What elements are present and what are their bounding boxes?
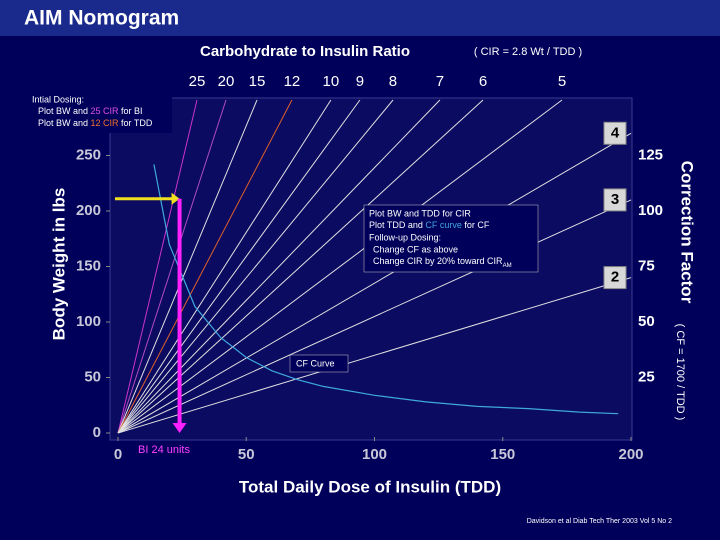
ratio-label: 9 [356, 73, 364, 90]
notes-box [363, 204, 539, 273]
x-tick-label: 0 [114, 446, 122, 463]
notes-line: Follow-up Dosing: [369, 232, 441, 242]
x-tick-label: 100 [362, 446, 387, 463]
arrow-head [172, 423, 187, 433]
series-line [117, 99, 258, 434]
initial-dosing-line: Plot BW and 12 CIR for TDD [38, 118, 153, 128]
series-line [117, 99, 441, 434]
text: for BI [119, 106, 143, 116]
series-line [117, 277, 632, 434]
series-line [117, 99, 394, 434]
text: 25 CIR [91, 106, 120, 116]
series-line [117, 99, 198, 434]
notes-line: Change CF as above [373, 244, 458, 254]
text: Change CIR by 20% toward CIR [373, 256, 503, 266]
series-line [117, 99, 361, 434]
ratio-label: 10 [323, 73, 340, 90]
y-tick-label: 100 [76, 313, 101, 330]
text: CF curve [425, 220, 462, 230]
x-tick-label: 50 [238, 446, 255, 463]
series-line [153, 164, 619, 415]
ratio-label: 20 [218, 73, 235, 90]
notes-line: Plot TDD and CF curve for CF [369, 220, 490, 230]
ratio-label-box [603, 266, 627, 290]
cf-curve-label: CF Curve [296, 358, 335, 368]
series-line [117, 132, 632, 434]
ratio-label: 7 [436, 73, 444, 90]
example-label: BI 24 units [138, 444, 190, 456]
text: for TDD [119, 118, 153, 128]
citation: Davidson et al Diab Tech Ther 2003 Vol 5… [527, 518, 672, 525]
initial-dosing-line: Plot BW and 25 CIR for BI [38, 106, 143, 116]
y2-axis-title: Correction Factor [678, 161, 697, 304]
ratio-label-box [603, 121, 627, 145]
series-line [117, 99, 563, 434]
ratio-label: 25 [189, 73, 206, 90]
chart-title: Carbohydrate to Insulin Ratio [200, 43, 410, 60]
y-tick-label: 200 [76, 202, 101, 219]
series-line [117, 99, 227, 434]
text: 12 CIR [91, 118, 120, 128]
text: AM [503, 263, 512, 269]
notes-line: Plot BW and TDD for CIR [369, 208, 471, 218]
y2-tick-label: 125 [638, 146, 663, 163]
title-band [0, 0, 720, 36]
initial-dosing-heading: Intial Dosing: [32, 94, 84, 104]
cf-curve-label-box [289, 354, 349, 373]
plot-lines [117, 99, 632, 434]
x-axis-title: Total Daily Dose of Insulin (TDD) [239, 477, 501, 496]
example-label-box [134, 442, 202, 458]
text: Plot BW and [38, 118, 91, 128]
series-line [117, 199, 632, 434]
ratio-label: 5 [558, 73, 566, 90]
y2-axis-note: ( CF = 1700 / TDD ) [674, 324, 686, 421]
y-tick-label: 50 [84, 368, 101, 385]
y2-tick-label: 50 [638, 313, 655, 330]
text: for CF [462, 220, 490, 230]
series-line [117, 99, 293, 434]
notes-line: Change CIR by 20% toward CIRAM [373, 256, 512, 268]
chart-subtitle: ( CIR = 2.8 Wt / TDD ) [474, 46, 582, 58]
x-tick-label: 150 [490, 446, 515, 463]
y-tick-label: 0 [93, 424, 101, 441]
y2-tick-label: 100 [638, 202, 663, 219]
slide-title: AIM Nomogram [24, 7, 179, 30]
y2-tick-label: 75 [638, 257, 655, 274]
y-tick-label: 250 [76, 146, 101, 163]
y-tick-label: 150 [76, 257, 101, 274]
ratio-label: 2 [611, 269, 619, 286]
ratio-label: 8 [389, 73, 397, 90]
y-axis-title: Body Weight in lbs [49, 188, 68, 341]
text: Plot BW and [38, 106, 91, 116]
ratio-label: 12 [284, 73, 301, 90]
ratio-label: 4 [611, 124, 620, 141]
series-line [117, 99, 332, 434]
initial-dosing-box [26, 91, 172, 133]
ratio-label-box [603, 188, 627, 212]
text: Plot TDD and [369, 220, 425, 230]
ratio-label: 6 [479, 73, 487, 90]
ratio-label: 15 [249, 73, 266, 90]
arrow-head [171, 192, 180, 205]
x-tick-label: 200 [618, 446, 643, 463]
ratio-label: 3 [611, 191, 619, 208]
y2-tick-label: 25 [638, 368, 655, 385]
